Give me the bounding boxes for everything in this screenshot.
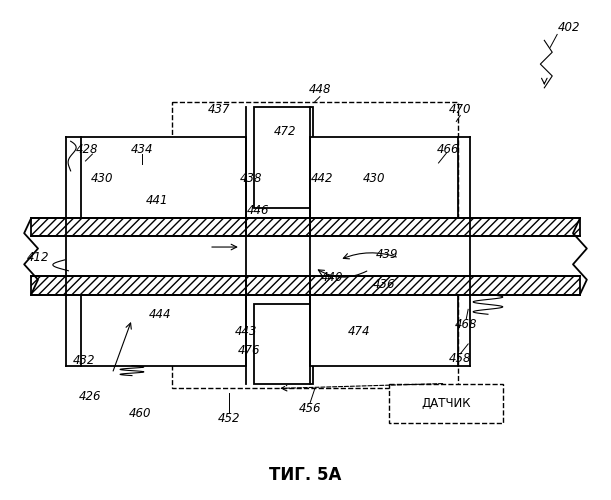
Text: 444: 444: [148, 308, 171, 321]
Text: 470: 470: [449, 103, 472, 116]
Text: 438: 438: [240, 172, 262, 186]
Text: 430: 430: [363, 172, 386, 186]
Bar: [246, 218, 310, 236]
Text: 426: 426: [79, 390, 101, 403]
Text: 434: 434: [131, 142, 153, 156]
Text: 432: 432: [73, 354, 96, 368]
Text: 441: 441: [145, 194, 168, 207]
Text: 474: 474: [348, 324, 371, 338]
Text: 440: 440: [320, 271, 343, 284]
Bar: [310, 138, 458, 218]
Bar: [310, 294, 458, 366]
Text: 443: 443: [235, 324, 257, 338]
Text: 412: 412: [27, 252, 49, 264]
Text: 430: 430: [91, 172, 114, 186]
Text: 452: 452: [218, 412, 240, 424]
Text: 402: 402: [558, 21, 580, 34]
Bar: [31, 218, 580, 236]
Text: 442: 442: [310, 172, 333, 186]
Bar: [31, 276, 580, 294]
Text: ΤИГ. 5А: ΤИГ. 5А: [269, 466, 341, 484]
Text: ДАТЧИК: ДАТЧИК: [421, 397, 470, 410]
Bar: [31, 236, 580, 276]
Text: 436: 436: [373, 278, 395, 291]
Text: 472: 472: [274, 125, 296, 138]
Text: 448: 448: [309, 84, 331, 96]
Bar: [81, 138, 246, 218]
Bar: [172, 102, 458, 389]
Bar: [254, 304, 313, 384]
Text: 460: 460: [128, 406, 151, 420]
Text: 458: 458: [449, 352, 472, 366]
Text: 428: 428: [76, 142, 99, 156]
Text: 439: 439: [376, 248, 398, 262]
Bar: [81, 294, 246, 366]
Text: 437: 437: [208, 103, 230, 116]
Text: 446: 446: [247, 204, 270, 217]
Text: 466: 466: [437, 142, 459, 156]
Bar: [389, 384, 503, 423]
Text: 476: 476: [238, 344, 260, 358]
Bar: [254, 106, 313, 208]
Text: 468: 468: [455, 318, 477, 330]
Bar: [246, 276, 310, 294]
Text: 456: 456: [299, 402, 321, 414]
